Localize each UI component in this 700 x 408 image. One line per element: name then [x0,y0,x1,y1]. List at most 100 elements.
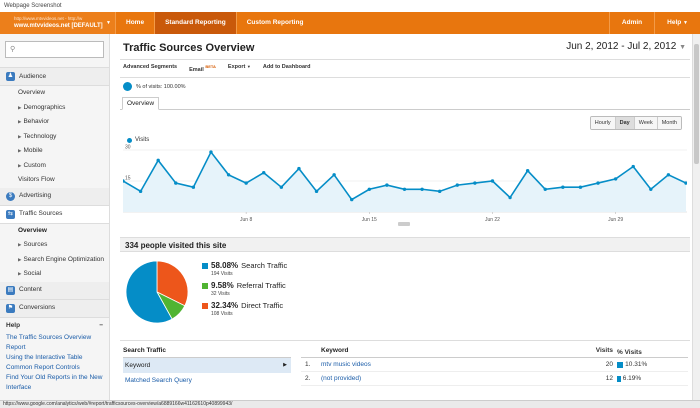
date-range-picker[interactable]: Jun 2, 2012 - Jul 2, 2012 ▼ [566,41,686,52]
page-scrollbar[interactable] [692,34,700,400]
pie-icon [123,82,132,91]
help-link-2[interactable]: Common Report Controls [6,363,80,371]
sidebar-section-advertising[interactable]: $ Advertising [0,187,109,206]
visits-point[interactable] [367,187,372,191]
visits-point[interactable] [402,187,407,191]
keyword-link[interactable]: mtv music videos [321,361,371,368]
sidebar-item-label: Mobile [23,147,43,154]
sidebar-item-audience-0[interactable]: Overview [0,86,109,101]
visits-point[interactable] [297,166,301,171]
visits-point[interactable] [314,189,319,194]
visits-point[interactable] [138,189,143,194]
pie-legend-visits: 32 Visits [211,291,230,297]
granularity-hourly-button[interactable]: Hourly [590,117,615,129]
nav-help-label: Help [667,19,682,26]
visits-point[interactable] [649,187,653,191]
visits-point[interactable] [279,185,284,189]
divider [120,59,690,60]
sidebar-item-audience-5[interactable]: ▶ Custom [0,159,109,174]
sidebar-section-traffic-sources[interactable]: ⇆ Traffic Sources [0,205,109,224]
help-link-1[interactable]: Using the Interactive Table [6,353,83,361]
visits-point[interactable] [631,164,635,169]
visits-point[interactable] [262,171,266,175]
add-to-dashboard-button[interactable]: Add to Dashboard [262,64,311,70]
beta-badge: BETA [205,64,216,69]
sidebar-item-traffic-2[interactable]: ▶ Search Engine Optimization [0,253,109,268]
scrollbar-thumb[interactable] [694,44,699,164]
search-traffic-dimension-list: Search Traffic Keyword ▶ Matched Search Q… [123,347,291,388]
pct-visits-bar [617,361,624,368]
header-visits[interactable]: Visits [595,347,613,354]
visits-point[interactable] [508,195,512,200]
advanced-segments-button[interactable]: Advanced Segments [123,64,178,70]
header-pct-visits[interactable]: % Visits [617,348,642,356]
help-link-3[interactable]: Find Your Old Reports in the New Interfa… [6,373,103,391]
pct-visits-value: 10.31% [625,360,648,368]
account-selector[interactable]: http://www.mtvvideos.net - http://w www.… [0,12,115,34]
nav-help[interactable]: Help ▼ [654,12,700,34]
pct-visits-value: 6.19% [622,374,642,382]
x-tick-label: Jun 8 [240,217,252,223]
sidebar-item-audience-2[interactable]: ▶ Behavior [0,115,109,130]
visits-point[interactable] [666,173,671,177]
visits-point[interactable] [596,181,600,185]
visits-point[interactable] [332,173,336,177]
caret-right-icon: ▶ [18,256,22,262]
header-keyword[interactable]: Keyword [321,347,349,354]
visits-point[interactable] [420,187,424,191]
visits-point[interactable] [490,179,495,183]
visits-point[interactable] [244,181,248,185]
dimension-matched-search-query[interactable]: Matched Search Query [125,377,192,384]
tab-overview[interactable]: Overview [122,97,160,110]
sidebar-item-audience-4[interactable]: ▶ Mobile [0,144,109,159]
visits-point[interactable] [525,168,530,173]
sidebar-item-audience-6[interactable]: Visitors Flow [0,173,109,188]
granularity-week-button[interactable]: Week [633,117,657,129]
visits-point[interactable] [191,185,196,189]
chart-resize-handle[interactable] [398,222,410,226]
nav-custom-reporting[interactable]: Custom Reporting [235,12,314,34]
search-input[interactable]: ⚲ [5,41,104,58]
visits-point[interactable] [156,158,160,163]
visits-point[interactable] [350,197,354,202]
visits-point[interactable] [123,179,125,183]
visits-point[interactable] [473,181,477,185]
caret-right-icon: ▶ [18,271,22,276]
help-link-0[interactable]: The Traffic Sources Overview Report [6,333,92,351]
nav-standard-reporting[interactable]: Standard Reporting [154,12,236,34]
visits-point[interactable] [613,177,618,181]
sidebar-item-audience-3[interactable]: ▶ Technology [0,130,109,145]
pie-slice-direct-traffic[interactable] [156,260,189,307]
visits-point[interactable] [226,173,231,177]
email-button[interactable]: Email BETA [189,64,216,75]
visits-point[interactable] [455,183,459,187]
export-button[interactable]: Export ▼ [228,64,251,75]
sidebar-section-conversions[interactable]: ⚑ Conversions [0,299,109,318]
sidebar-item-traffic-1[interactable]: ▶ Sources [0,238,109,253]
sidebar-section-content[interactable]: ▤ Content [0,281,109,300]
sidebar-section-audience[interactable]: ♟ Audience [0,68,109,86]
nav-admin[interactable]: Admin [608,12,654,34]
pie-slice-search-traffic[interactable] [125,260,173,324]
visits-point[interactable] [437,189,442,194]
sidebar-item-audience-1[interactable]: ▶ Demographics [0,101,109,116]
visits-point[interactable] [561,185,565,189]
granularity-month-button[interactable]: Month [656,117,681,129]
sidebar-item-traffic-0[interactable]: Overview [0,224,109,239]
visits-point[interactable] [385,183,389,187]
granularity-day-button[interactable]: Day [614,117,634,129]
keyword-link[interactable]: (not provided) [321,375,362,382]
visits-point[interactable] [578,185,583,189]
visits-point[interactable] [684,181,687,185]
header-spacer [301,347,319,357]
dimension-keyword[interactable]: Keyword ▶ [123,358,291,373]
visits-line-chart: 30 15 Jun 8 Jun 15 Jun 22 Jun 29 [123,145,687,223]
traffic-icon: ⇆ [6,209,15,219]
minus-icon[interactable]: − [99,321,103,329]
nav-home[interactable]: Home [115,12,154,34]
sidebar-item-traffic-3[interactable]: ▶ Social [0,267,109,282]
visits-point[interactable] [209,150,213,154]
visits-point[interactable] [543,187,547,191]
visits-point[interactable] [174,181,178,185]
pct-visits-cell: 6.19% [613,372,673,385]
